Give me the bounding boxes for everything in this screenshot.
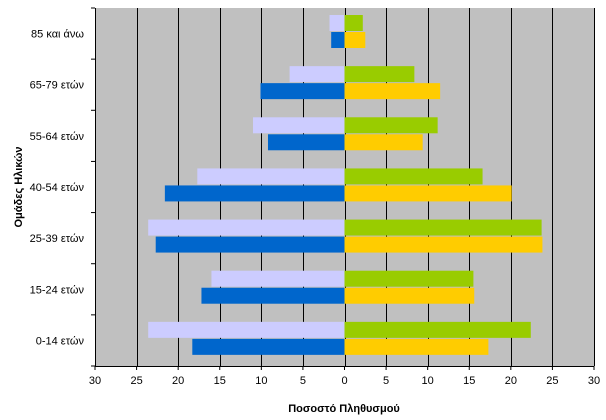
y-tick-label: 65-79 ετών xyxy=(30,80,85,92)
y-tick-label: 85 και άνω xyxy=(31,29,84,41)
bar xyxy=(344,338,489,355)
bar xyxy=(344,15,363,31)
bar xyxy=(344,117,438,134)
bar xyxy=(344,168,483,185)
x-tick-label: 25 xyxy=(546,375,558,387)
bar xyxy=(344,83,441,100)
x-tick-label: 15 xyxy=(463,375,475,387)
bar xyxy=(267,134,345,151)
bar xyxy=(260,83,345,100)
bar xyxy=(201,287,345,304)
bar xyxy=(253,117,345,134)
y-tick-label: 15-24 ετών xyxy=(30,284,85,296)
bar xyxy=(344,185,512,202)
bar xyxy=(331,32,345,48)
bar xyxy=(344,219,542,236)
bar xyxy=(289,66,345,83)
bar xyxy=(164,185,345,202)
y-tick-label: 40-54 ετών xyxy=(30,182,85,194)
y-tick-label: 55-64 ετών xyxy=(30,131,85,143)
x-tick-label: 10 xyxy=(255,375,267,387)
y-axis-title: Ομάδες Ηλικών xyxy=(13,146,25,227)
x-tick-label: 5 xyxy=(300,375,306,387)
x-axis-title: Ποσοστό Πληθυσμού xyxy=(288,403,400,415)
bar xyxy=(344,134,423,151)
bar xyxy=(148,219,345,236)
x-tick-label: 20 xyxy=(505,375,517,387)
bar xyxy=(344,236,543,253)
bar xyxy=(344,32,366,48)
bar xyxy=(344,321,531,338)
x-tick-label: 15 xyxy=(214,375,226,387)
bar xyxy=(197,168,345,185)
bar xyxy=(155,236,345,253)
x-tick-label: 0 xyxy=(341,375,347,387)
bar xyxy=(192,338,345,355)
bar xyxy=(344,66,415,83)
y-tick-label: 0-14 ετών xyxy=(36,335,85,347)
x-tick-label: 30 xyxy=(89,375,101,387)
x-tick-label: 30 xyxy=(588,375,600,387)
y-tick-label: 25-39 ετών xyxy=(30,233,85,245)
bar xyxy=(211,270,345,287)
bar xyxy=(344,287,475,304)
x-axis-ticks: 30 25 20 15 10 5 0 5 10 15 20 25 30 xyxy=(89,366,600,387)
x-tick-label: 20 xyxy=(172,375,184,387)
x-tick-label: 5 xyxy=(383,375,389,387)
bar xyxy=(329,15,345,31)
y-axis-ticks: 0-14 ετών 15-24 ετών 25-39 ετών 40-54 ετών 5… xyxy=(30,7,95,367)
bars xyxy=(148,15,543,355)
x-tick-label: 25 xyxy=(130,375,142,387)
bar xyxy=(148,321,345,338)
x-tick-label: 10 xyxy=(422,375,434,387)
bar xyxy=(344,270,474,287)
